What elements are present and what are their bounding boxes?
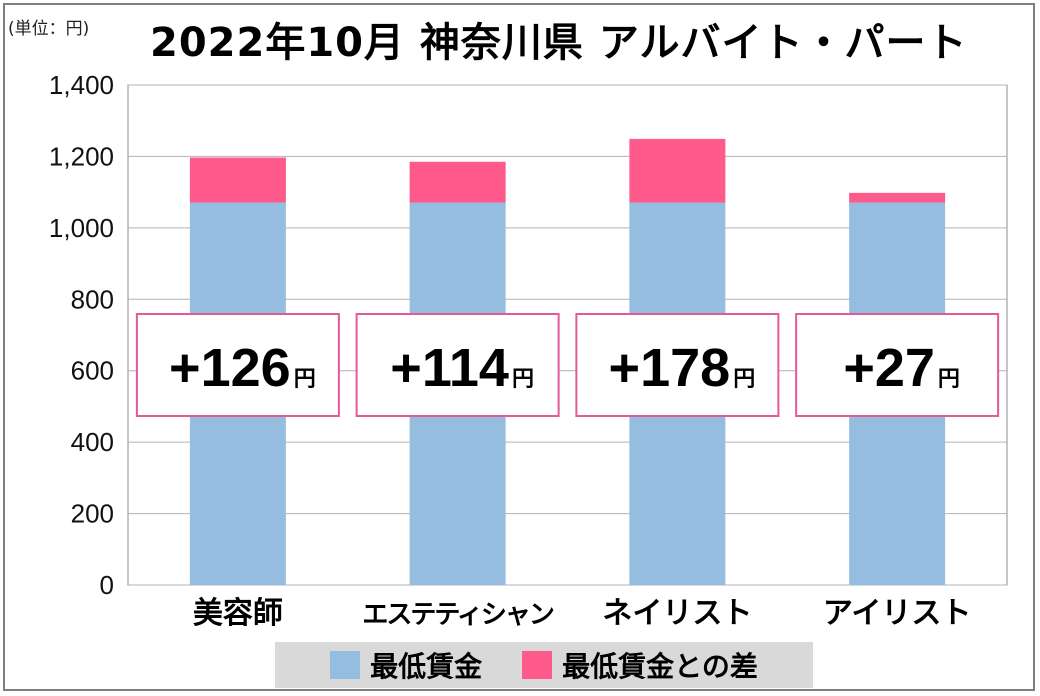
callout-box [795, 313, 1000, 417]
callout-box [355, 313, 560, 417]
unit-label: (単位：円) [8, 19, 90, 39]
callout-unit: 円 [294, 367, 316, 392]
y-tick-label: 1,200 [49, 141, 114, 171]
x-tick-label: アイリスト [823, 596, 972, 631]
legend-label-diff: 最低賃金との差 [562, 650, 758, 683]
y-tick-label: 800 [71, 284, 114, 314]
y-tick-label: 1,400 [49, 70, 114, 100]
bar-diff [189, 157, 286, 203]
callout-box [575, 313, 780, 417]
callout-box [135, 313, 340, 417]
callout-value: +114 [390, 338, 509, 398]
x-tick-label: エステティシャン [362, 600, 553, 630]
legend-swatch-base [330, 651, 361, 679]
legend: 最低賃金 最低賃金との差 [275, 642, 813, 688]
callout-value: +178 [609, 338, 731, 398]
bar-diff [849, 192, 946, 203]
callout-unit: 円 [733, 367, 755, 392]
y-tick-label: 1,000 [49, 213, 114, 243]
callout-value: +27 [843, 338, 935, 398]
x-tick-label: 美容師 [193, 596, 283, 631]
callout-value: +126 [169, 338, 291, 398]
legend-item-base: 最低賃金 [330, 645, 482, 685]
y-tick-label: 0 [100, 570, 114, 600]
bar-diff [409, 161, 506, 203]
callout-unit: 円 [512, 367, 534, 392]
x-tick-label: ネイリスト [602, 596, 752, 631]
y-tick-label: 600 [71, 356, 114, 386]
legend-label-base: 最低賃金 [370, 650, 483, 683]
legend-item-diff: 最低賃金との差 [522, 645, 758, 685]
callout-unit: 円 [938, 367, 960, 392]
y-tick-label: 200 [71, 499, 114, 529]
chart-title: 2022年10月 神奈川県 アルバイト・パート [150, 20, 968, 66]
legend-swatch-diff [522, 651, 553, 679]
y-tick-label: 400 [71, 427, 114, 457]
bar-diff [629, 138, 726, 203]
